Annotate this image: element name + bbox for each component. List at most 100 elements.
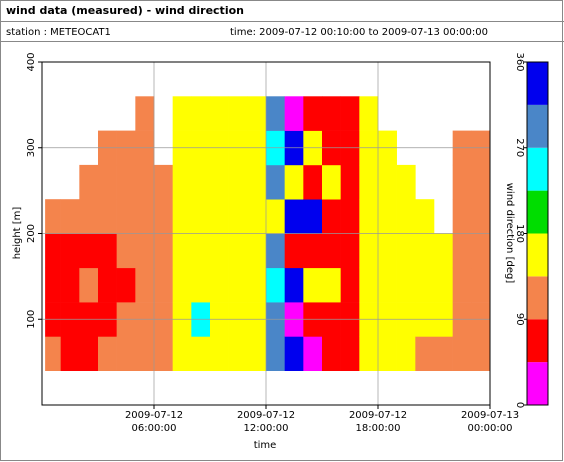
cell <box>154 336 173 371</box>
cell <box>415 233 435 269</box>
cell <box>172 267 192 303</box>
cell <box>172 164 192 200</box>
colorbar-tick-label: 90 <box>514 313 525 326</box>
cell <box>266 199 285 234</box>
cell <box>210 164 229 200</box>
cell <box>434 233 453 269</box>
cell <box>452 199 472 234</box>
cell <box>172 233 192 269</box>
cell <box>303 199 323 234</box>
colorbar-tick-label: 0 <box>514 402 525 408</box>
cell <box>135 164 155 200</box>
cell <box>322 96 341 131</box>
cell <box>452 267 472 303</box>
cell <box>266 96 285 131</box>
cell <box>116 336 136 371</box>
cell <box>228 164 248 200</box>
cell <box>228 233 248 269</box>
cell <box>434 267 453 303</box>
cell <box>396 199 416 234</box>
cell <box>247 96 267 131</box>
cell <box>303 336 323 371</box>
cell <box>45 199 61 234</box>
cell <box>247 233 267 269</box>
cell <box>79 233 99 269</box>
cell <box>79 267 99 303</box>
y-tick-label: 200 <box>26 224 37 243</box>
cell <box>378 267 397 303</box>
cell <box>359 164 379 200</box>
cell <box>172 96 192 131</box>
x-tick-label: 2009-07-12 06:00:00 <box>124 410 184 434</box>
cell <box>340 336 360 371</box>
cell <box>340 233 360 269</box>
cell <box>471 233 491 269</box>
station: station : METEOCAT1 <box>6 27 111 38</box>
cell <box>284 164 304 200</box>
cell <box>415 199 435 234</box>
cell <box>98 164 117 200</box>
cell <box>135 336 155 371</box>
cell <box>452 233 472 269</box>
x-tick-label: 2009-07-13 00:00:00 <box>460 410 520 434</box>
colorbar-bin <box>527 276 548 320</box>
cell <box>415 267 435 303</box>
cell <box>340 164 360 200</box>
cell <box>79 199 99 234</box>
cell <box>191 336 211 371</box>
cell <box>154 267 173 303</box>
cell <box>172 199 192 234</box>
y-tick-label: 400 <box>26 52 37 71</box>
cell <box>396 164 416 200</box>
cell <box>191 233 211 269</box>
cell <box>98 233 117 269</box>
cell <box>154 164 173 200</box>
cell <box>116 164 136 200</box>
cell <box>266 267 285 303</box>
cell <box>228 199 248 234</box>
cell <box>284 199 304 234</box>
cell <box>266 336 285 371</box>
cell <box>135 267 155 303</box>
cell <box>135 233 155 269</box>
cell <box>210 233 229 269</box>
x-axis-label: time <box>254 440 277 451</box>
cell <box>322 267 341 303</box>
period: time: 2009-07-12 00:10:00 to 2009-07-13 … <box>230 27 488 38</box>
cell <box>284 267 304 303</box>
cell <box>191 96 211 131</box>
cell <box>228 336 248 371</box>
cell <box>45 233 61 269</box>
cell <box>359 96 379 131</box>
cell <box>396 267 416 303</box>
cell <box>415 336 435 371</box>
colorbar-bin <box>527 147 548 191</box>
colorbar-bin <box>527 233 548 277</box>
cell <box>322 199 341 234</box>
cell <box>359 267 379 303</box>
cell <box>322 336 341 371</box>
cell <box>303 164 323 200</box>
colorbar-tick-label: 270 <box>514 138 525 157</box>
cell <box>98 199 117 234</box>
colorbar-tick-label: 180 <box>514 224 525 243</box>
cell <box>60 233 80 269</box>
cell <box>284 233 304 269</box>
cell <box>116 267 136 303</box>
cell <box>471 199 491 234</box>
y-tick-label: 300 <box>26 138 37 157</box>
cell <box>340 199 360 234</box>
cell <box>210 96 229 131</box>
cell <box>378 199 397 234</box>
cell <box>452 164 472 200</box>
cell <box>303 267 323 303</box>
cell <box>228 267 248 303</box>
cell <box>191 199 211 234</box>
cell <box>60 267 80 303</box>
cell <box>191 164 211 200</box>
cell <box>247 199 267 234</box>
cell <box>60 336 80 371</box>
